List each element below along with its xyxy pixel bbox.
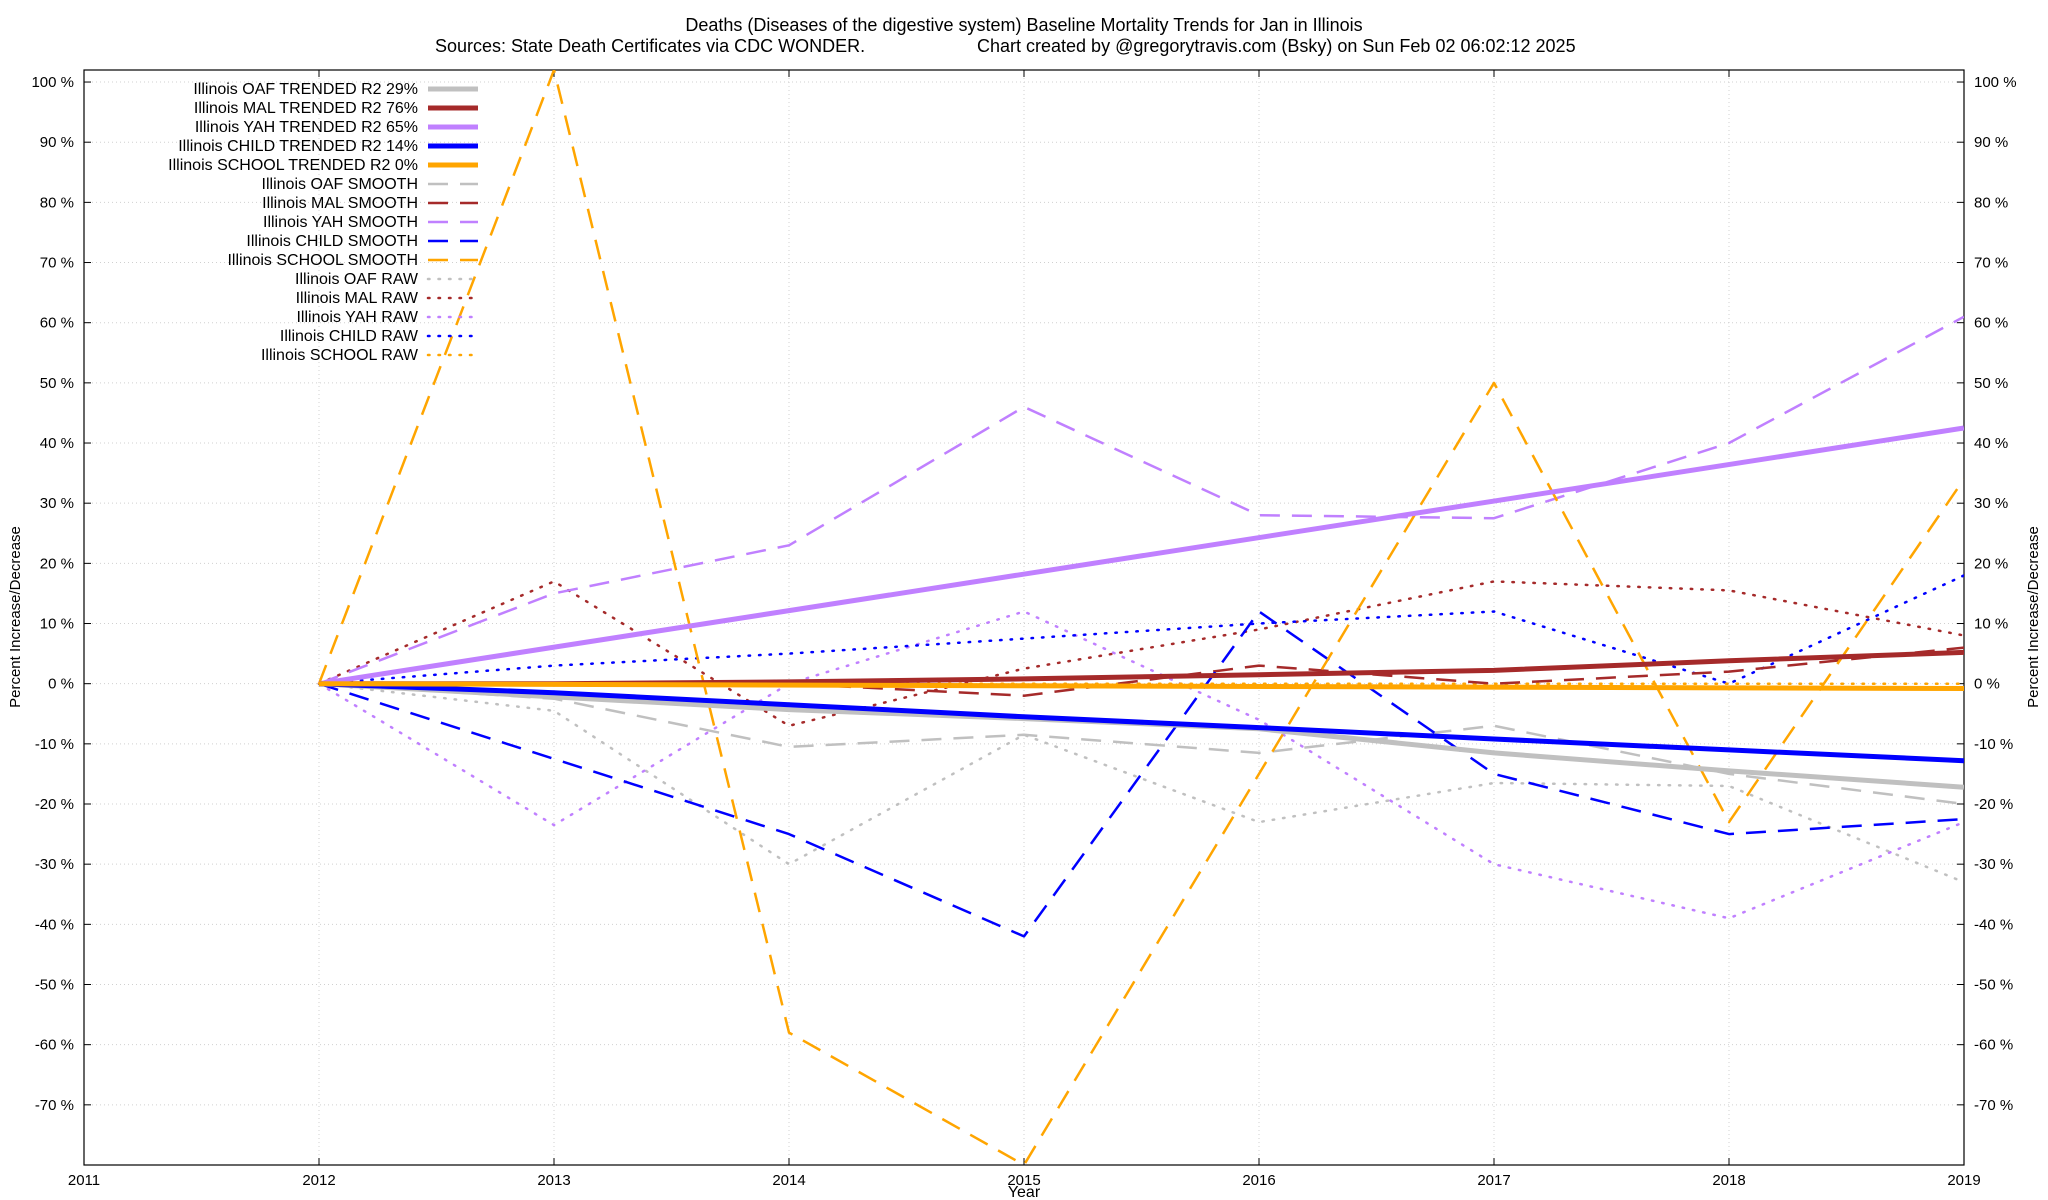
y-tick-label-right: -30 %: [1974, 856, 2013, 873]
y-tick-label-left: 90 %: [40, 134, 74, 151]
series-line-child-trended: [318, 681, 1964, 764]
y-tick-label-left: -70 %: [35, 1097, 74, 1114]
series-line-oaf-smooth: [318, 682, 1964, 806]
legend-label-yah-smooth: Illinois YAH SMOOTH: [263, 214, 418, 231]
series-line-yah-trended: [318, 425, 1964, 687]
y-tick-label-left: -30 %: [35, 856, 74, 873]
y-tick-label-right: 40 %: [1974, 435, 2008, 452]
legend-label-child-raw: Illinois CHILD RAW: [280, 328, 419, 345]
series-line-mal-trended: [319, 649, 1964, 687]
legend-label-mal-trended: Illinois MAL TRENDED R2 76%: [194, 100, 418, 117]
y-tick-label-left: -50 %: [35, 977, 74, 994]
y-tick-label-right: 70 %: [1974, 255, 2008, 272]
legend-label-oaf-trended: Illinois OAF TRENDED R2 29%: [193, 81, 418, 98]
y-tick-label-left: 20 %: [40, 555, 74, 572]
y-tick-label-right: -40 %: [1974, 916, 2013, 933]
y-tick-label-right: 100 %: [1974, 74, 2017, 91]
x-tick-label: 2011: [68, 1172, 100, 1189]
y-tick-label-right: 60 %: [1974, 315, 2008, 332]
y-tick-label-right: 50 %: [1974, 375, 2008, 392]
y-tick-label-left: 10 %: [40, 616, 74, 633]
legend-label-child-trended: Illinois CHILD TRENDED R2 14%: [178, 138, 418, 155]
x-tick-label: 2018: [1712, 1172, 1745, 1189]
axis-ticks: 2011 2012 2013 2014 2015 2016 2017 2018 2019 100 …: [31, 70, 2017, 1189]
legend-label-school-raw: Illinois SCHOOL RAW: [261, 347, 419, 364]
x-tick-label: 2015: [1007, 1172, 1040, 1189]
grid: [84, 70, 1964, 1165]
x-tick-label: 2019: [1947, 1172, 1980, 1189]
x-tick-label: 2014: [772, 1172, 805, 1189]
legend-label-oaf-smooth: Illinois OAF SMOOTH: [262, 176, 418, 193]
series-line-yah-smooth: [318, 315, 1964, 685]
y-tick-label-left: 50 %: [40, 375, 74, 392]
series-line-child-raw: [317, 574, 1964, 685]
legend: Illinois OAF TRENDED R2 29% Illinois MAL …: [168, 81, 480, 364]
series-line-oaf-trended: [318, 681, 1964, 790]
series-line-oaf-raw: [317, 682, 1964, 884]
y-tick-label-right: -50 %: [1974, 977, 2013, 994]
y-axis-label-left: Percent Increase/Decrease: [7, 526, 24, 708]
legend-label-school-smooth: Illinois SCHOOL SMOOTH: [227, 252, 418, 269]
chart-subtitle-sources: Sources: State Death Certificates via CD…: [435, 36, 865, 56]
y-tick-label-left: 100 %: [31, 74, 74, 91]
series-lines: [317, 70, 1964, 1165]
x-tick-label: 2012: [302, 1172, 335, 1189]
series-line-mal-raw: [317, 580, 1964, 728]
x-axis-label: Year: [1008, 1184, 1041, 1200]
legend-label-mal-raw: Illinois MAL RAW: [296, 290, 419, 307]
chart-title: Deaths (Diseases of the digestive system…: [685, 15, 1362, 35]
y-tick-label-left: 0 %: [48, 676, 74, 693]
x-tick-label: 2013: [537, 1172, 570, 1189]
y-tick-label-left: 40 %: [40, 435, 74, 452]
y-tick-label-left: 30 %: [40, 495, 74, 512]
y-tick-label-left: 60 %: [40, 315, 74, 332]
y-tick-label-left: -20 %: [35, 796, 74, 813]
y-tick-label-right: -20 %: [1974, 796, 2013, 813]
legend-label-child-smooth: Illinois CHILD SMOOTH: [246, 233, 418, 250]
series-line-school-trended: [318, 681, 1964, 691]
x-tick-label: 2016: [1242, 1172, 1275, 1189]
y-tick-label-left: -10 %: [35, 736, 74, 753]
legend-label-yah-trended: Illinois YAH TRENDED R2 65%: [195, 119, 418, 136]
y-tick-label-right: -10 %: [1974, 736, 2013, 753]
y-tick-label-right: -60 %: [1974, 1037, 2013, 1054]
legend-label-oaf-raw: Illinois OAF RAW: [295, 271, 419, 288]
series-line-yah-raw: [317, 610, 1964, 920]
series-line-school-smooth: [317, 70, 1964, 1165]
legend-label-school-trended: Illinois SCHOOL TRENDED R2 0%: [168, 157, 418, 174]
y-tick-label-right: 90 %: [1974, 134, 2008, 151]
legend-label-yah-raw: Illinois YAH RAW: [296, 309, 418, 326]
y-tick-label-right: -70 %: [1974, 1097, 2013, 1114]
y-tick-label-left: 70 %: [40, 255, 74, 272]
y-tick-label-left: -60 %: [35, 1037, 74, 1054]
y-axis-label-right: Percent Increase/Decrease: [2025, 526, 2042, 708]
y-tick-label-left: -40 %: [35, 916, 74, 933]
y-tick-label-right: 30 %: [1974, 495, 2008, 512]
legend-label-mal-smooth: Illinois MAL SMOOTH: [262, 195, 418, 212]
y-tick-label-right: 80 %: [1974, 194, 2008, 211]
y-tick-label-right: 0 %: [1974, 676, 2000, 693]
series-line-child-smooth: [318, 610, 1964, 938]
chart-subtitle-credit: Chart created by @gregorytravis.com (Bsk…: [977, 36, 1576, 56]
y-tick-label-left: 80 %: [40, 194, 74, 211]
y-tick-label-right: 10 %: [1974, 616, 2008, 633]
y-tick-label-right: 20 %: [1974, 555, 2008, 572]
x-tick-label: 2017: [1477, 1172, 1510, 1189]
